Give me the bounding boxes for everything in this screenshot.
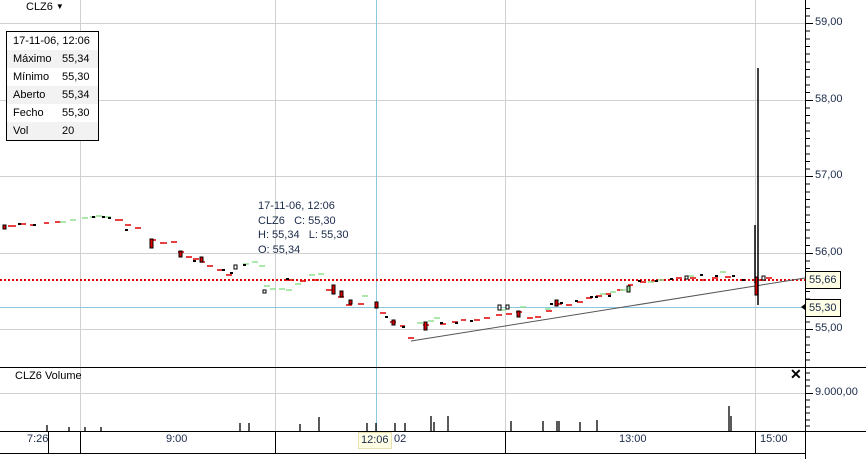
trendline — [410, 277, 806, 342]
symbol-selector[interactable]: CLZ6 ▼ — [26, 1, 64, 13]
price-label: 56,00 — [815, 246, 843, 258]
caret-down-icon: ▼ — [55, 2, 64, 11]
ohlc-data-window: 17-11-06, 12:06 Máximo 55,34 Mínimo 55,30 … — [6, 31, 99, 141]
crosshair-marker — [801, 304, 805, 310]
ohlc-datetime: 17-11-06, 12:06 — [13, 35, 90, 47]
price-bars — [2, 68, 772, 339]
volume-bars — [46, 406, 732, 431]
close-icon[interactable]: ✕ — [790, 366, 802, 382]
price-label: 59,00 — [815, 16, 843, 28]
hover-datetime: 17-11-06, 12:06 — [258, 200, 335, 212]
time-label: 7:26 — [27, 433, 49, 445]
volume-axis-label: 9.000,00 — [815, 386, 858, 398]
ohlc-row-volume: Vol 20 — [7, 122, 98, 140]
ohlc-row-low: Mínimo 55,30 — [13, 71, 90, 83]
price-label: 57,00 — [815, 169, 843, 181]
hover-close: CLZ6 C: 55,30 — [258, 214, 336, 227]
symbol-label: CLZ6 — [26, 1, 53, 13]
crosshair-info: 17-11-06, 12:06 CLZ6 C: 55,30 H: 55,34 L… — [258, 199, 349, 258]
price-label: 58,00 — [815, 93, 843, 105]
time-label: 02 — [394, 433, 407, 445]
time-label: 9:00 — [166, 433, 188, 445]
price-gridlines — [0, 0, 805, 453]
price-label: 55,00 — [815, 322, 843, 334]
crosshair-price-tag: 55,30 — [805, 299, 841, 317]
hover-open: O: 55,34 — [258, 244, 301, 257]
hover-high-low: H: 55,34 L: 55,30 — [258, 229, 349, 242]
crosshair-time-tag: 12:06 — [358, 432, 392, 449]
volume-pane-title: CLZ6 Volume — [15, 370, 82, 382]
time-label: 15:00 — [760, 433, 788, 445]
crosshair — [0, 0, 805, 431]
ohlc-row-open: Aberto 55,34 — [7, 86, 98, 104]
last-price-tag: 55,66 — [805, 271, 841, 289]
ohlc-row-high: Máximo 55,34 — [7, 50, 98, 68]
time-label: 13:00 — [619, 433, 647, 445]
price-axis-ticks — [805, 8, 813, 427]
ohlc-row-close: Fecho 55,30 — [13, 107, 90, 119]
